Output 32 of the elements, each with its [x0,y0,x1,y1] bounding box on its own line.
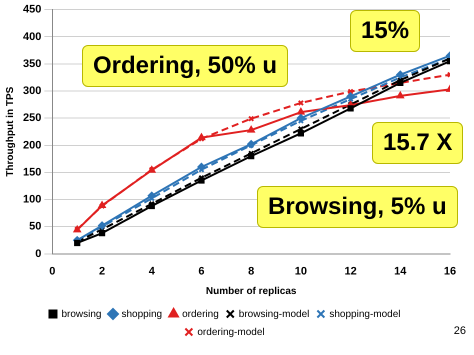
x-tick-label: 6 [198,265,205,278]
y-axis-title: Throughput in TPS [4,86,16,177]
y-tick-label: 200 [22,139,42,152]
y-tick-label: 400 [22,30,42,43]
x-tick-label: 8 [248,265,254,278]
x-tick-label: 16 [444,265,456,278]
legend-label: shopping [122,308,162,320]
legend-label: shopping-model [329,308,401,320]
annotation: 15.7 X [372,122,464,164]
text: 26 [454,325,466,337]
annotation: 15% [350,10,420,52]
y-tick-label: 150 [22,166,42,178]
x-tick-label: 0 [49,265,56,278]
annotation: Ordering, 50% u [82,45,288,87]
legend-label: ordering-model [197,326,265,338]
legend-label: browsing-model [238,308,310,320]
x-tick-label: 14 [394,265,408,278]
y-tick-label: 250 [22,112,42,124]
x-tick-label: 2 [98,265,106,278]
legend-label: browsing [61,308,102,320]
y-tick-label: 300 [22,85,42,98]
x-tick-label: 10 [294,265,308,278]
x-tick-label: 12 [344,265,357,278]
y-tick-label: 50 [29,220,42,233]
legend-label: ordering [182,308,219,320]
y-tick-label: 450 [22,4,42,16]
annotation: Browsing, 5% u [257,186,458,228]
y-tick-label: 0 [35,248,42,260]
x-axis-title: Number of replicas [206,286,297,297]
y-tick-label: 100 [22,194,42,206]
y-tick-label: 350 [22,58,42,70]
x-tick-label: 4 [148,265,156,278]
